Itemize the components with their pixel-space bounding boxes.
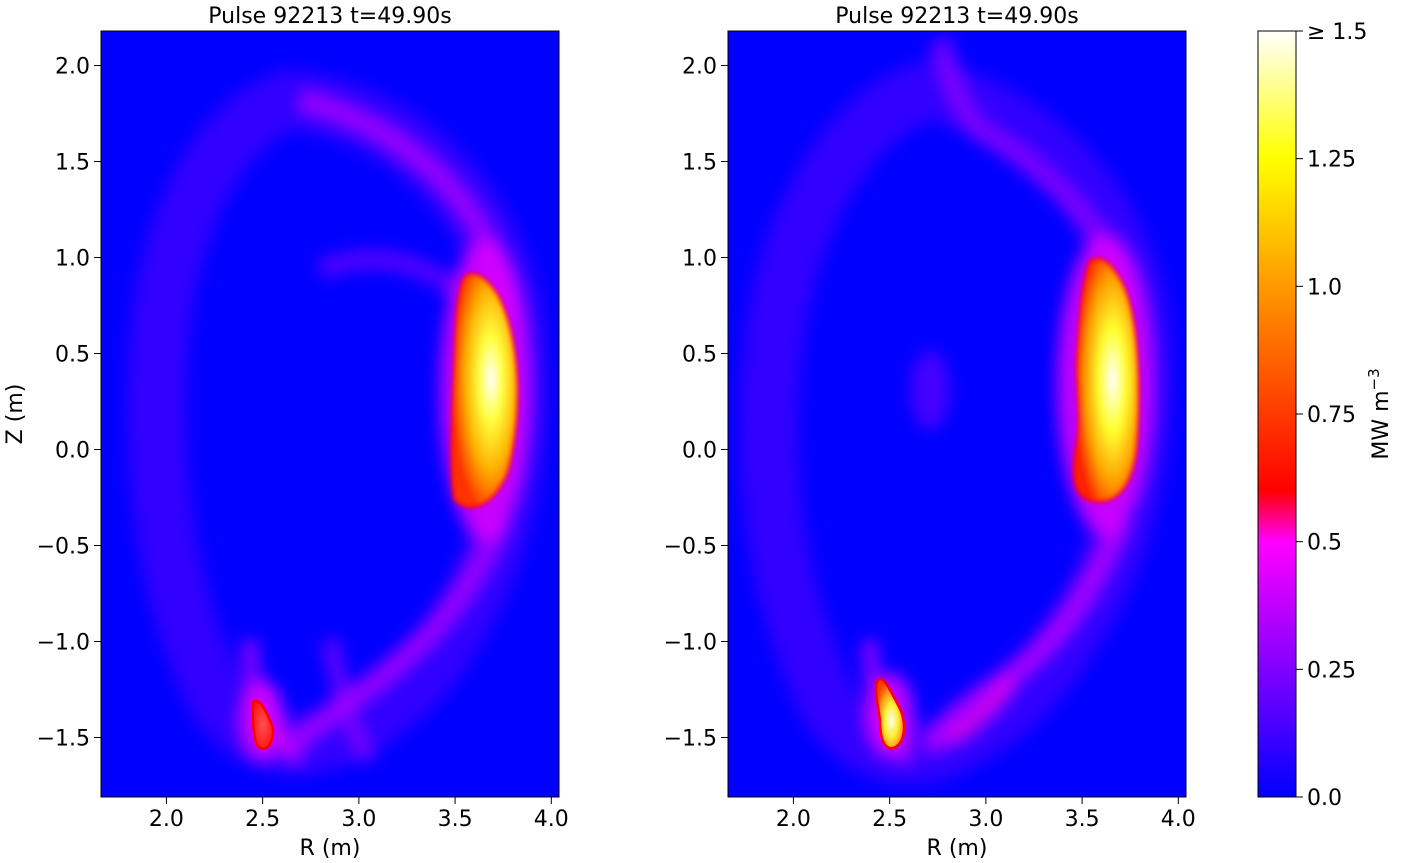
right-panel: Pulse 92213 t=49.90s 2.0 2.5 3.0 3.5 4.0 2.0…	[664, 4, 1196, 861]
left-lower-hotspot	[251, 699, 275, 750]
y-tick-label: 1.0	[682, 247, 717, 272]
right-heatmap	[728, 31, 1186, 797]
left-xlabel: R (m)	[300, 836, 361, 861]
x-tick-label: 3.5	[1065, 807, 1100, 832]
y-tick-label: 0.5	[55, 343, 90, 368]
colorbar-tick-label: 1.25	[1307, 148, 1356, 173]
left-x-axis: 2.0 2.5 3.0 3.5 4.0	[149, 797, 569, 832]
y-tick-label: 1.0	[55, 247, 90, 272]
colorbar-tick-label: 0.5	[1307, 531, 1342, 556]
y-tick-label: −1.0	[664, 630, 717, 655]
right-x-axis: 2.0 2.5 3.0 3.5 4.0	[776, 797, 1196, 832]
y-tick-label: −1.0	[37, 630, 90, 655]
right-title: Pulse 92213 t=49.90s	[835, 4, 1078, 29]
colorbar-tick-label: 0.75	[1307, 403, 1356, 428]
right-plot-frame	[727, 30, 1187, 798]
x-tick-label: 3.0	[968, 807, 1003, 832]
left-heatmap	[101, 31, 559, 797]
x-tick-label: 4.0	[1161, 807, 1196, 832]
colorbar-axis: 0.0 0.25 0.5 0.75 1.0 1.25 ≥ 1.5	[1296, 20, 1367, 811]
y-tick-label: −0.5	[664, 535, 717, 560]
x-tick-label: 2.5	[245, 807, 280, 832]
y-tick-label: 1.5	[55, 151, 90, 176]
x-tick-label: 2.0	[776, 807, 811, 832]
y-tick-label: 0.0	[55, 439, 90, 464]
colorbar-label: MW m−3	[1365, 368, 1394, 459]
colorbar-gradient	[1257, 30, 1297, 798]
y-tick-label: 0.5	[682, 343, 717, 368]
colorbar-tick-label: 1.0	[1307, 275, 1342, 300]
left-main-hotspot	[450, 273, 519, 509]
left-panel: Pulse 92213 t=49.90s 2.0 2.5 3.0 3.5 4.0 2.0…	[3, 4, 569, 861]
right-main-hotspot	[1072, 257, 1140, 503]
colorbar-label-exponent: −3	[1365, 368, 1383, 390]
x-tick-label: 3.0	[341, 807, 376, 832]
left-y-axis: 2.0 1.5 1.0 0.5 0.0 −0.5 −1.0 −1.5	[37, 55, 101, 751]
colorbar-tick-label: ≥ 1.5	[1307, 20, 1367, 45]
left-title: Pulse 92213 t=49.90s	[208, 4, 451, 29]
y-tick-label: −1.5	[37, 726, 90, 751]
right-xlabel: R (m)	[927, 836, 988, 861]
y-tick-label: −1.5	[664, 726, 717, 751]
left-plot-frame	[100, 30, 560, 798]
colorbar: 0.0 0.25 0.5 0.75 1.0 1.25 ≥ 1.5 MW m−3	[1257, 20, 1394, 811]
x-tick-label: 3.5	[438, 807, 473, 832]
colorbar-tick-label: 0.0	[1307, 786, 1342, 811]
right-lower-hotspot	[874, 678, 906, 750]
x-tick-label: 4.0	[534, 807, 569, 832]
y-tick-label: −0.5	[37, 535, 90, 560]
y-tick-label: 2.0	[55, 55, 90, 80]
colorbar-tick-label: 0.25	[1307, 658, 1356, 683]
left-ylabel: Z (m)	[3, 384, 28, 445]
right-y-axis: 2.0 1.5 1.0 0.5 0.0 −0.5 −1.0 −1.5	[664, 55, 728, 751]
colorbar-label-unit: MW m	[1369, 390, 1394, 459]
y-tick-label: 2.0	[682, 55, 717, 80]
x-tick-label: 2.0	[149, 807, 184, 832]
x-tick-label: 2.5	[872, 807, 907, 832]
y-tick-label: 0.0	[682, 439, 717, 464]
y-tick-label: 1.5	[682, 151, 717, 176]
